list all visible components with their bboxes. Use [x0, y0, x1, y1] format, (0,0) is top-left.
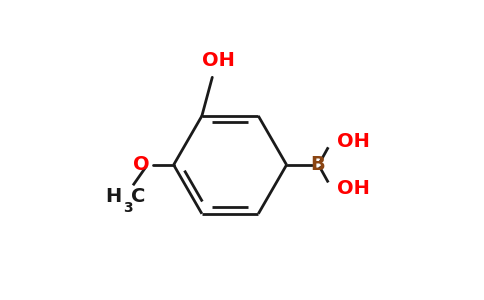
Text: OH: OH: [202, 51, 235, 70]
Text: O: O: [133, 155, 149, 174]
Text: B: B: [310, 155, 325, 174]
Text: OH: OH: [336, 132, 369, 151]
Text: H: H: [106, 187, 122, 206]
Text: OH: OH: [336, 179, 369, 198]
Text: C: C: [132, 187, 146, 206]
Text: 3: 3: [123, 201, 133, 215]
